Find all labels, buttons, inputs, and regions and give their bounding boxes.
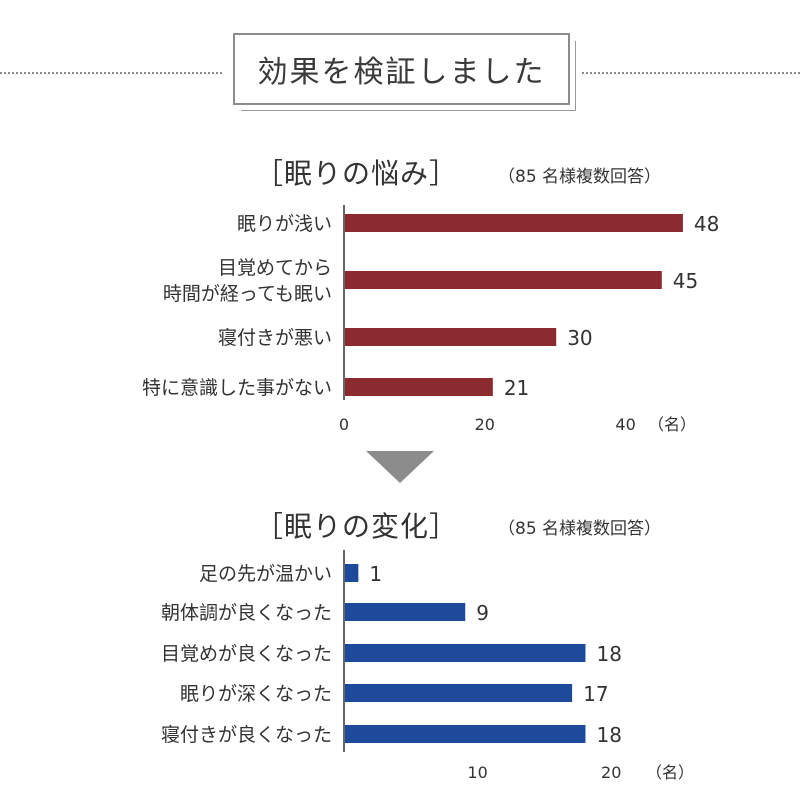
chart2-bar — [345, 603, 466, 621]
chart2-category-label: 足の先が温かい — [199, 563, 332, 585]
dotted-rule-left — [0, 72, 222, 74]
dotted-rule-right — [582, 72, 800, 74]
chart1-unit-label: （名） — [648, 415, 696, 434]
chart2-value-label: 1 — [369, 562, 382, 586]
chart1-tick-label: 0 — [339, 415, 349, 434]
chart1-category-label: 目覚めてから — [218, 257, 332, 279]
chart2-bar — [345, 725, 586, 743]
chart1-category-label: 特に意識した事がない — [142, 377, 332, 399]
chart2-bar — [345, 564, 359, 582]
chart1-bar — [345, 328, 557, 346]
chart2-bar — [345, 644, 586, 662]
chart1-category-label: 眠りが浅い — [237, 213, 332, 235]
page-title: 効果を検証しました — [233, 33, 576, 111]
chart2-tick-label: 10 — [467, 763, 487, 782]
chart2-value-label: 9 — [476, 601, 489, 625]
chart2-category-label: 寝付きが良くなった — [161, 724, 332, 746]
chart2-note: （85 名様複数回答） — [498, 519, 662, 539]
chart1-value-label: 48 — [694, 212, 719, 236]
chart1-value-label: 30 — [567, 326, 592, 350]
chart1-note: （85 名様複数回答） — [498, 167, 662, 187]
chart2-value-label: 17 — [583, 682, 608, 706]
down-arrow-icon — [366, 451, 434, 483]
chart1-tick-label: 20 — [475, 415, 495, 434]
chart1-bar — [345, 378, 493, 396]
chart2-category-label: 朝体調が良くなった — [161, 602, 332, 624]
chart1-bar — [345, 214, 683, 232]
chart2-category-label: 目覚めが良くなった — [161, 643, 332, 665]
chart1-tick-label: 40 — [615, 415, 635, 434]
chart1-bar — [345, 271, 662, 289]
chart2-value-label: 18 — [596, 723, 621, 747]
chart2-value-label: 18 — [596, 642, 621, 666]
chart2-bar — [345, 684, 573, 702]
chart1-category-label: 寝付きが悪い — [218, 327, 332, 349]
chart2-tick-label: 20 — [601, 763, 621, 782]
chart1-value-label: 45 — [673, 269, 698, 293]
chart2-category-label: 眠りが深くなった — [180, 683, 332, 705]
chart1-value-label: 21 — [504, 376, 529, 400]
chart2-unit-label: （名） — [646, 763, 694, 782]
chart1-title: ［眠りの悩み］ — [255, 157, 459, 190]
chart2-title: ［眠りの変化］ — [255, 510, 459, 543]
chart1-category-label: 時間が経っても眠い — [163, 283, 332, 305]
